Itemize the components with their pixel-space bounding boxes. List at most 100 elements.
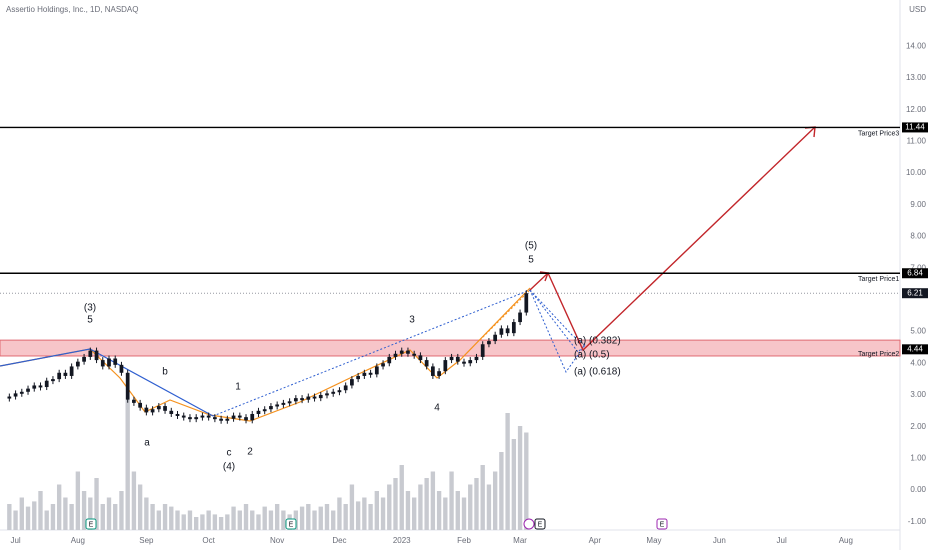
volume-bar: [106, 497, 112, 530]
y-tick-label: 5.00: [910, 327, 926, 336]
candle: [275, 404, 280, 407]
volume-bar: [374, 491, 379, 530]
volume-bar: [468, 484, 473, 530]
volume-bar: [162, 504, 168, 530]
projection: [529, 126, 816, 352]
x-tick-label: Jul: [10, 536, 20, 545]
target-name: Target Price1: [858, 276, 899, 283]
event-label: E: [289, 521, 294, 528]
candle: [163, 406, 167, 411]
dividend-icon: [523, 518, 535, 530]
candle: [19, 391, 24, 394]
volume-bar: [424, 478, 429, 530]
volume-bar: [44, 510, 49, 530]
candle: [26, 388, 30, 392]
candle: [94, 350, 99, 361]
volume-bar: [7, 504, 12, 530]
volume-bar: [486, 484, 492, 530]
candle: [406, 350, 410, 354]
volume-bar: [32, 501, 37, 530]
volume-bar: [355, 501, 361, 530]
candle: [505, 328, 510, 334]
volume-bar: [88, 497, 93, 530]
candle: [237, 415, 242, 418]
candle: [418, 355, 423, 361]
candle: [493, 334, 498, 342]
event-label: E: [660, 521, 665, 528]
volume-bar: [324, 504, 330, 530]
volume-bar: [524, 432, 529, 530]
chart-title: Assertio Holdings, Inc., 1D, NASDAQ: [6, 5, 139, 14]
volume-bar: [94, 478, 99, 530]
volume-bar: [119, 491, 124, 530]
candle: [150, 409, 155, 413]
candle: [393, 353, 398, 357]
candle: [132, 399, 136, 403]
y-tick-label: 14.00: [906, 41, 927, 50]
candle: [13, 393, 18, 397]
candle: [200, 415, 205, 418]
volume-bar: [19, 497, 24, 530]
volume-bar: [125, 400, 130, 530]
candle: [343, 385, 348, 391]
event-icon: [85, 518, 97, 530]
candle: [431, 366, 435, 376]
volume-bar: [25, 506, 31, 530]
candle: [107, 358, 111, 367]
volume-bar: [274, 504, 280, 530]
candle: [300, 398, 304, 401]
y-tick-label: 8.00: [910, 232, 926, 241]
candle: [144, 407, 149, 413]
volume-bar: [268, 510, 274, 530]
volume-bar: [412, 497, 417, 530]
y-tick-label: 12.00: [906, 105, 927, 114]
candle: [63, 372, 68, 376]
volume-bar: [299, 506, 305, 530]
y-tick-label: 2.00: [910, 422, 926, 431]
price-box-label: 11.44: [905, 123, 925, 132]
volume-bar: [337, 497, 342, 530]
volume-bar: [405, 491, 411, 530]
price-box-label: 4.44: [907, 344, 923, 353]
volume-bar: [380, 497, 386, 530]
volume-bar: [474, 478, 479, 530]
wave-label: (3): [84, 303, 96, 314]
volume-bar: [200, 514, 205, 530]
volume-bar: [169, 506, 174, 530]
candle: [44, 380, 49, 388]
candle: [331, 391, 336, 394]
volume-bar: [262, 506, 267, 530]
candle: [100, 360, 105, 367]
event-label: E: [89, 521, 94, 528]
x-tick-label: Oct: [202, 536, 215, 545]
candle: [7, 396, 12, 399]
volume-bar: [13, 510, 18, 530]
event-label: E: [538, 521, 543, 528]
volume-bar: [343, 504, 348, 530]
volume-bar: [131, 471, 137, 530]
wave-label: 5: [87, 315, 93, 326]
volume-bar: [418, 484, 423, 530]
candle: [244, 417, 248, 421]
candle: [337, 390, 342, 393]
candle: [125, 372, 130, 400]
x-tick-label: Jun: [713, 536, 726, 545]
blue-wave: [0, 348, 214, 417]
candle: [462, 361, 466, 364]
volume-bar: [113, 504, 118, 530]
volume-bar: [206, 510, 211, 530]
candle: [412, 353, 417, 356]
candle: [499, 328, 504, 335]
volume-bar: [312, 510, 317, 530]
candle: [188, 417, 192, 420]
wave-label: (5): [525, 241, 537, 252]
wave-label: 1: [235, 382, 241, 393]
candle: [518, 312, 522, 323]
y-tick-label: 4.00: [910, 358, 926, 367]
x-tick-label: Aug: [71, 536, 85, 545]
candle: [169, 410, 174, 414]
candle: [455, 356, 460, 362]
target-name: Target Price2: [858, 351, 899, 358]
volume-bar: [492, 471, 498, 530]
